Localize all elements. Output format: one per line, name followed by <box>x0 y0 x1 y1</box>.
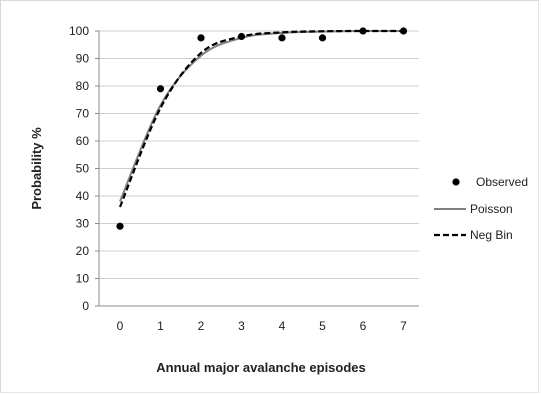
x-tick-label-5: 5 <box>319 319 326 333</box>
y-axis-title: Probability % <box>29 127 44 210</box>
x-tick-label-1: 1 <box>157 319 164 333</box>
y-tick-label-20: 20 <box>76 244 90 258</box>
y-tick-label-60: 60 <box>76 134 90 148</box>
x-tick-label-0: 0 <box>117 319 124 333</box>
point-observed-5 <box>318 34 327 42</box>
x-tick-label-4: 4 <box>279 319 286 333</box>
y-tick-label-90: 90 <box>76 52 90 66</box>
point-observed-0 <box>116 222 124 230</box>
y-tick-label-40: 40 <box>76 189 90 203</box>
x-tick-label-3: 3 <box>238 319 245 333</box>
x-tick-label-6: 6 <box>360 319 367 333</box>
y-tick-label-10: 10 <box>76 272 90 286</box>
y-tick-label-0: 0 <box>82 299 89 313</box>
y-tick-label-70: 70 <box>76 107 90 121</box>
series-line-poisson <box>119 29 404 202</box>
legend-label-poisson: Poisson <box>470 202 513 216</box>
legend-label-negbin: Neg Bin <box>470 228 513 242</box>
legend-marker-observed <box>452 178 460 186</box>
point-observed-7 <box>399 27 408 35</box>
x-tick-label-7: 7 <box>400 319 407 333</box>
y-tick-label-30: 30 <box>76 217 90 231</box>
y-tick-labels: 0 10 20 30 40 50 60 70 80 90 100 <box>69 24 89 313</box>
axes <box>95 30 419 307</box>
series <box>116 27 408 230</box>
point-observed-2 <box>197 34 205 42</box>
x-tick-label-2: 2 <box>198 319 205 333</box>
y-tick-label-50: 50 <box>76 162 90 176</box>
point-observed-1 <box>156 85 165 93</box>
y-tick-label-100: 100 <box>69 24 89 38</box>
legend-label-observed: Observed <box>476 175 528 189</box>
x-axis-title: Annual major avalanche episodes <box>156 360 366 375</box>
series-line-negbin <box>118 29 404 208</box>
gridlines <box>99 30 419 279</box>
y-tick-label-80: 80 <box>76 79 90 93</box>
point-observed-3 <box>237 32 246 41</box>
point-observed-4 <box>278 34 286 42</box>
x-tick-labels: 0 1 2 3 4 5 6 7 <box>117 319 408 333</box>
point-observed-6 <box>359 27 367 35</box>
legend: Observed Poisson Neg Bin <box>434 175 528 242</box>
